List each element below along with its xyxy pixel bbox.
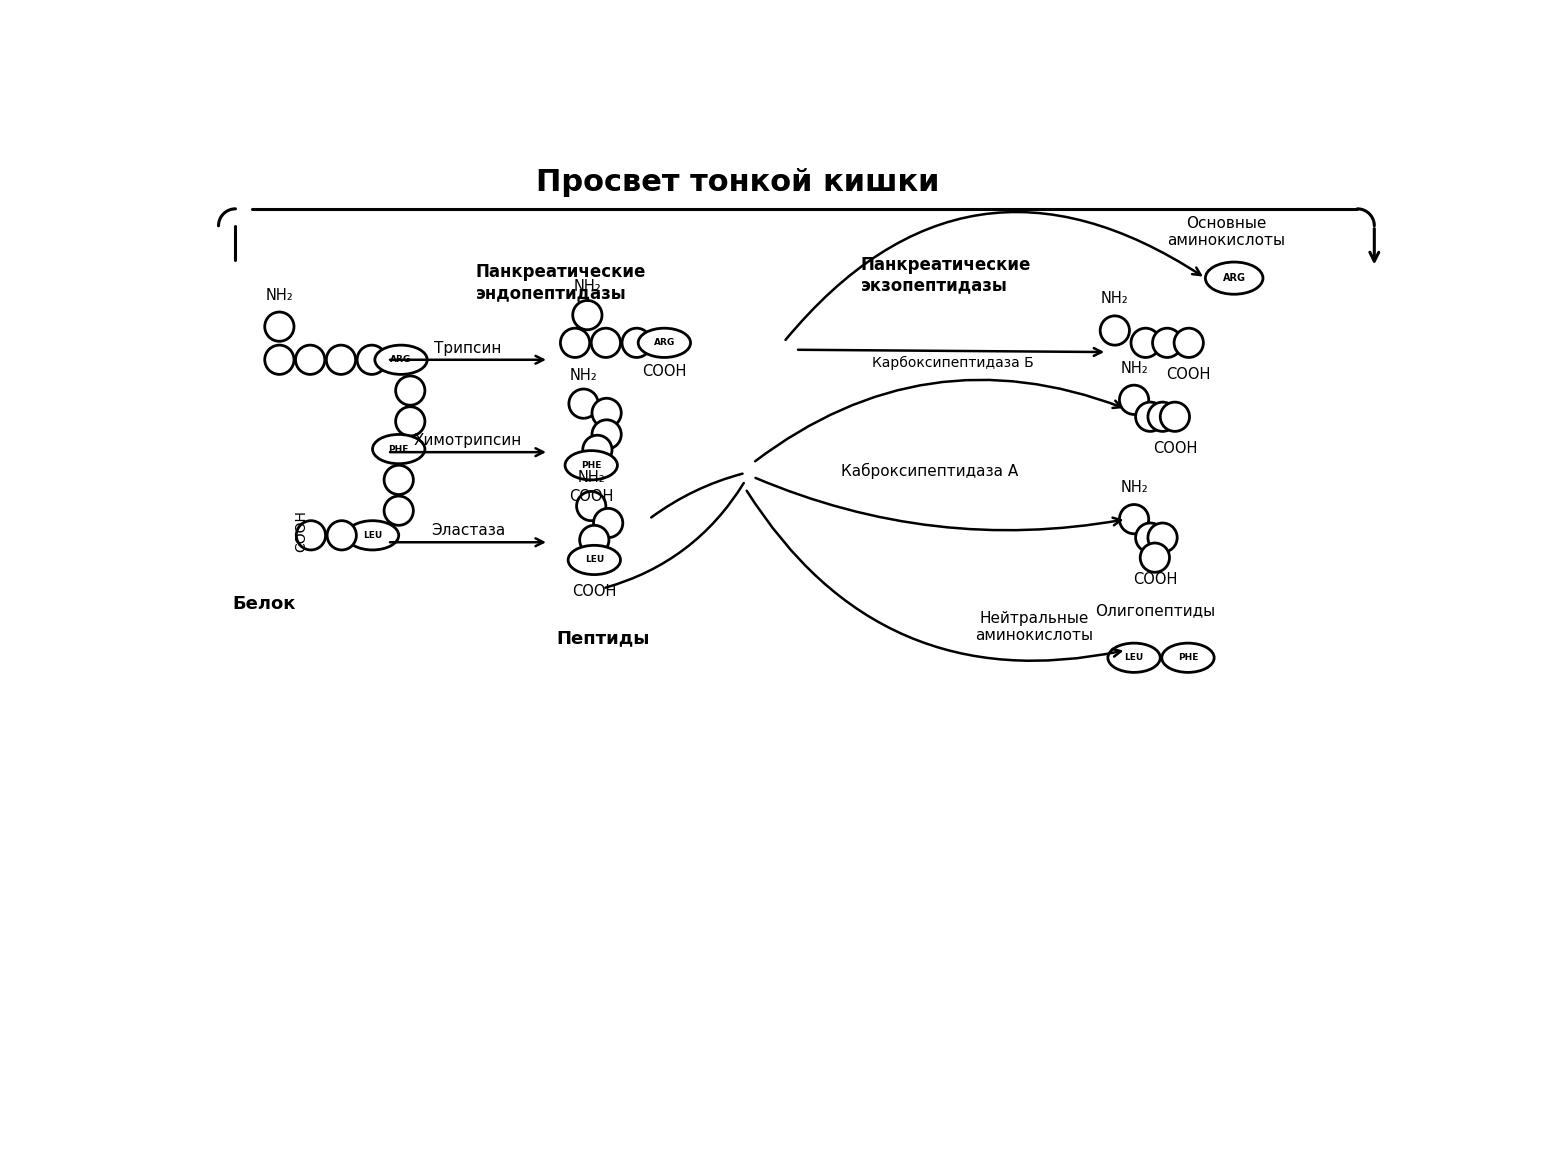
Text: NH₂: NH₂ xyxy=(570,368,598,383)
Text: Химотрипсин: Химотрипсин xyxy=(414,434,522,448)
Text: COOH: COOH xyxy=(571,584,617,599)
Ellipse shape xyxy=(1162,643,1214,673)
Circle shape xyxy=(395,376,425,405)
Text: Основные
аминокислоты: Основные аминокислоты xyxy=(1168,216,1286,248)
Circle shape xyxy=(1119,385,1149,414)
Circle shape xyxy=(1101,316,1129,345)
Circle shape xyxy=(568,389,598,419)
Text: Каброксипептидаза А: Каброксипептидаза А xyxy=(841,462,1018,478)
Ellipse shape xyxy=(1205,262,1263,294)
Circle shape xyxy=(576,491,606,521)
Circle shape xyxy=(593,508,623,538)
Circle shape xyxy=(579,526,609,554)
Circle shape xyxy=(385,466,413,494)
Text: Пептиды: Пептиды xyxy=(556,629,649,647)
Text: ARG: ARG xyxy=(1222,274,1246,283)
Circle shape xyxy=(573,300,603,330)
Text: COOH: COOH xyxy=(641,363,687,378)
Circle shape xyxy=(357,345,386,375)
Circle shape xyxy=(327,521,357,550)
Circle shape xyxy=(1148,402,1177,431)
Ellipse shape xyxy=(568,545,621,575)
Text: ARG: ARG xyxy=(391,355,411,365)
Text: LEU: LEU xyxy=(363,531,381,539)
Ellipse shape xyxy=(375,345,427,375)
Text: NH₂: NH₂ xyxy=(1119,361,1148,376)
Circle shape xyxy=(1152,328,1182,358)
Text: Эластаза: Эластаза xyxy=(431,523,504,538)
Ellipse shape xyxy=(372,435,425,463)
Text: COOH: COOH xyxy=(1166,367,1211,382)
Circle shape xyxy=(265,345,294,375)
Text: Нейтральные
аминокислоты: Нейтральные аминокислоты xyxy=(975,611,1093,643)
Circle shape xyxy=(1135,402,1165,431)
Text: NH₂: NH₂ xyxy=(1119,480,1148,496)
Text: PHE: PHE xyxy=(1177,653,1199,662)
Text: ARG: ARG xyxy=(654,338,676,347)
Circle shape xyxy=(296,521,325,550)
Text: NH₂: NH₂ xyxy=(578,470,606,485)
Circle shape xyxy=(561,328,590,358)
Circle shape xyxy=(592,328,621,358)
Circle shape xyxy=(1140,543,1169,573)
Ellipse shape xyxy=(1109,643,1160,673)
Text: COOH: COOH xyxy=(568,489,613,505)
Text: NH₂: NH₂ xyxy=(1101,291,1129,306)
Text: LEU: LEU xyxy=(585,555,604,565)
Text: PHE: PHE xyxy=(389,445,409,453)
Circle shape xyxy=(1130,328,1160,358)
Circle shape xyxy=(296,345,325,375)
Ellipse shape xyxy=(638,328,691,358)
Text: PHE: PHE xyxy=(581,461,601,469)
Ellipse shape xyxy=(565,451,618,480)
Text: LEU: LEU xyxy=(1124,653,1144,662)
Circle shape xyxy=(1148,523,1177,552)
Circle shape xyxy=(621,328,651,358)
Circle shape xyxy=(1119,505,1149,534)
Circle shape xyxy=(1174,328,1204,358)
Text: Панкреатические
эндопептидазы: Панкреатические эндопептидазы xyxy=(476,263,646,302)
Text: Просвет тонкой кишки: Просвет тонкой кишки xyxy=(536,168,939,197)
Circle shape xyxy=(582,435,612,465)
Circle shape xyxy=(592,398,621,428)
Text: Белок: Белок xyxy=(232,595,296,613)
Text: Карбоксипептидаза Б: Карбоксипептидаза Б xyxy=(872,355,1034,370)
Circle shape xyxy=(395,407,425,436)
Circle shape xyxy=(1135,523,1165,552)
Text: NH₂: NH₂ xyxy=(266,288,293,302)
Circle shape xyxy=(1160,402,1190,431)
Text: COOH: COOH xyxy=(1132,573,1177,588)
Text: COOH: COOH xyxy=(294,511,308,552)
Text: Трипсин: Трипсин xyxy=(434,340,501,355)
Circle shape xyxy=(327,345,355,375)
Circle shape xyxy=(385,496,413,526)
Circle shape xyxy=(592,420,621,450)
Circle shape xyxy=(265,312,294,342)
Text: COOH: COOH xyxy=(1152,440,1197,455)
Ellipse shape xyxy=(346,521,399,550)
Text: NH₂: NH₂ xyxy=(573,279,601,294)
Text: Олигопептиды: Олигопептиды xyxy=(1095,604,1214,619)
Text: Панкреатические
экзопептидазы: Панкреатические экзопептидазы xyxy=(861,255,1031,294)
